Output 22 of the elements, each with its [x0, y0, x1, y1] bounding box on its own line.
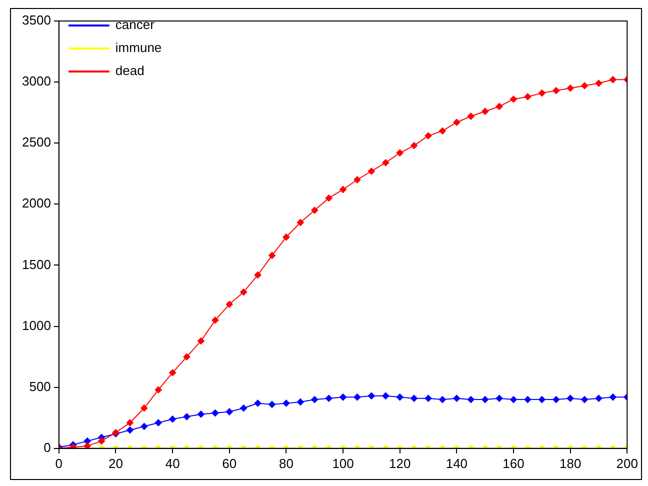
x-tick-label: 40 — [165, 456, 180, 471]
legend-label: cancer — [115, 17, 156, 32]
y-tick-label: 2500 — [22, 134, 51, 150]
y-tick-label: 3000 — [22, 74, 51, 89]
x-tick-label: 0 — [55, 456, 63, 471]
x-tick-label: 180 — [559, 456, 582, 471]
y-tick-label: 1000 — [22, 318, 51, 333]
y-tick-label: 3500 — [22, 12, 51, 28]
x-tick-label: 200 — [616, 456, 638, 471]
x-tick-label: 160 — [502, 456, 524, 471]
x-tick-label: 120 — [389, 456, 411, 471]
y-tick-label: 500 — [29, 378, 51, 394]
x-tick-label: 100 — [332, 456, 354, 471]
y-tick-label: 1500 — [22, 256, 51, 272]
x-tick-label: 80 — [278, 456, 294, 471]
y-tick-label: 0 — [44, 440, 51, 455]
legend-label: dead — [115, 63, 144, 78]
legend-label: immune — [115, 40, 162, 56]
x-tick-label: 20 — [108, 456, 123, 471]
x-tick-label: 60 — [222, 456, 237, 471]
y-tick-label: 2000 — [22, 196, 51, 211]
x-tick-label: 140 — [446, 456, 468, 471]
